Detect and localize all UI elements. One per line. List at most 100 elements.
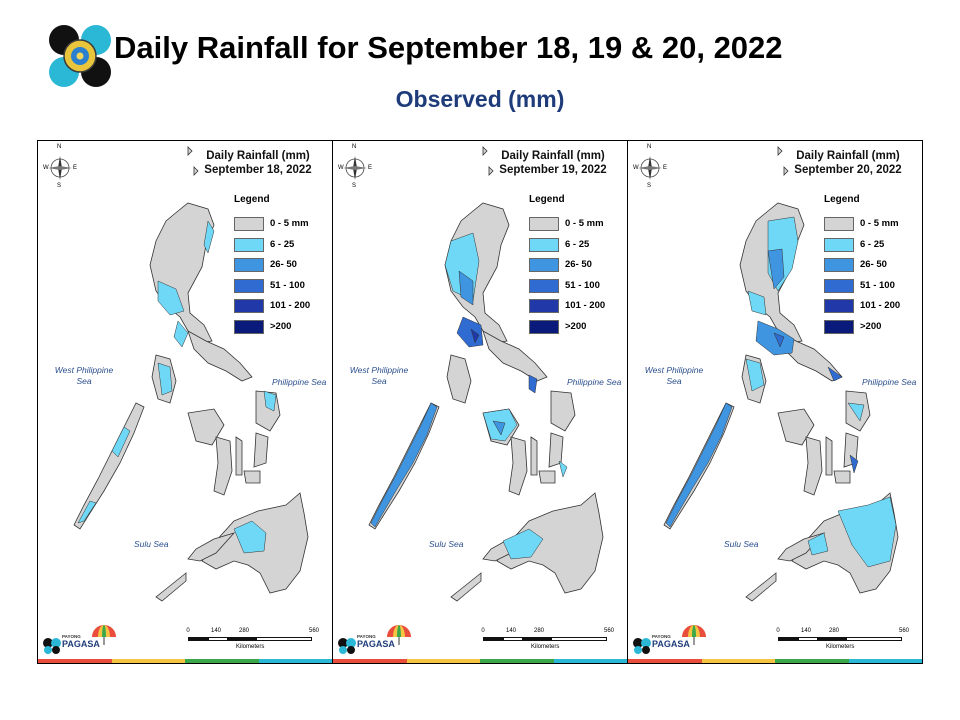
legend-swatch bbox=[824, 299, 854, 313]
scale-tick-140: 140 bbox=[800, 628, 812, 634]
rainfall-area bbox=[837, 496, 897, 568]
panay-island bbox=[777, 408, 815, 446]
west-philippine-sea-label: West Philippine Sea bbox=[644, 365, 704, 386]
panel-title: Daily Rainfall (mm) September 18, 2022 bbox=[188, 149, 328, 177]
rainfall-area bbox=[157, 362, 173, 396]
legend-label: 51 - 100 bbox=[565, 279, 600, 291]
compass-rose: N S E W bbox=[338, 144, 372, 191]
philippines-rainfall-map bbox=[73, 146, 309, 602]
legend-title: Legend bbox=[529, 194, 565, 205]
sulu-archipelago bbox=[155, 572, 187, 602]
legend-label: 0 - 5 mm bbox=[270, 218, 309, 229]
rainfall-area bbox=[773, 332, 785, 348]
cebu-island bbox=[530, 436, 538, 476]
mindoro-island bbox=[446, 354, 472, 404]
legend-label: 26- 50 bbox=[860, 259, 887, 270]
scale-unit: Kilometers bbox=[531, 644, 560, 650]
legend-label: 0 - 5 mm bbox=[565, 218, 604, 229]
rainfall-area bbox=[203, 220, 215, 254]
legend-label: 101 - 200 bbox=[860, 300, 901, 311]
rainfall-overlays bbox=[665, 216, 897, 568]
rainfall-area bbox=[370, 402, 438, 528]
page-title: Daily Rainfall for September 18, 19 & 20… bbox=[114, 30, 783, 65]
rainfall-map-panel-sep-18: N S E W Daily Rainfall (mm) September 18… bbox=[37, 140, 333, 664]
legend-swatch bbox=[234, 319, 264, 334]
sulu-sea-label: Sulu Sea bbox=[134, 539, 169, 549]
rainfall-area bbox=[77, 500, 97, 524]
philippine-sea-label: Philippine Sea bbox=[567, 377, 622, 387]
scale-bar: 0 140 280 560 Kilometers bbox=[184, 628, 324, 653]
compass-south-label: S bbox=[57, 183, 62, 189]
batanes-islands bbox=[187, 146, 199, 176]
cebu-island bbox=[825, 436, 833, 476]
legend-swatch bbox=[824, 319, 854, 334]
compass-north-label: N bbox=[57, 144, 62, 150]
color-stripe bbox=[38, 659, 332, 663]
scale-tick-560: 560 bbox=[603, 628, 615, 634]
scale-tick-280: 280 bbox=[238, 628, 250, 634]
pagasa-logo: PAYONG PAGASA bbox=[335, 621, 415, 655]
legend-swatch bbox=[824, 278, 854, 293]
color-stripe bbox=[628, 659, 922, 663]
rainfall-area bbox=[233, 520, 267, 554]
legend-swatch bbox=[234, 299, 264, 313]
rainfall-area bbox=[847, 402, 865, 422]
legend-label: 6 - 25 bbox=[860, 238, 885, 250]
bohol-island bbox=[833, 470, 851, 484]
legend-label: 0 - 5 mm bbox=[860, 218, 899, 229]
sulu-archipelago bbox=[745, 572, 777, 602]
legend-swatch bbox=[824, 237, 854, 252]
legend-swatch bbox=[824, 258, 854, 272]
legend-label: 26- 50 bbox=[270, 259, 297, 270]
rainfall-area bbox=[492, 420, 506, 436]
legend-swatch bbox=[234, 278, 264, 293]
batanes-islands bbox=[777, 146, 789, 176]
scale-unit: Kilometers bbox=[826, 644, 855, 650]
scale-tick-0: 0 bbox=[186, 628, 190, 634]
scale-unit: Kilometers bbox=[236, 644, 265, 650]
scale-bar: 0 140 280 560 Kilometers bbox=[774, 628, 914, 653]
legend-label: >200 bbox=[860, 320, 882, 332]
rainfall-map-panel-sep-19: N S E W Daily Rainfall (mm) September 19… bbox=[332, 140, 628, 664]
west-philippine-sea-label: West Philippine Sea bbox=[349, 365, 409, 386]
compass-west-label: W bbox=[633, 165, 639, 171]
scale-tick-280: 280 bbox=[828, 628, 840, 634]
compass-west-label: W bbox=[43, 165, 49, 171]
compass-south-label: S bbox=[647, 183, 652, 189]
scale-bar: 0 140 280 560 Kilometers bbox=[479, 628, 619, 653]
legend-title: Legend bbox=[234, 194, 270, 205]
compass-south-label: S bbox=[352, 183, 357, 189]
compass-rose: N S E W bbox=[633, 144, 667, 191]
rainfall-area bbox=[665, 402, 733, 528]
legend-label: 6 - 25 bbox=[270, 238, 295, 250]
panay-island bbox=[187, 408, 225, 446]
pagasa-name: PAGASA bbox=[357, 639, 395, 649]
legend-label: 51 - 100 bbox=[270, 279, 305, 291]
legend-label: 6 - 25 bbox=[565, 238, 590, 250]
philippines-rainfall-map bbox=[663, 146, 899, 602]
compass-rose: N S E W bbox=[43, 144, 77, 191]
bicol-peninsula bbox=[187, 330, 253, 382]
panel-title-label: Daily Rainfall (mm) bbox=[796, 150, 900, 162]
legend-swatch bbox=[234, 258, 264, 272]
batanes-islands bbox=[482, 146, 494, 176]
philippine-sea-label: Philippine Sea bbox=[862, 377, 917, 387]
pagasa-tagline: PAYONG bbox=[62, 634, 81, 639]
legend-swatch bbox=[529, 319, 559, 334]
legend-swatch bbox=[529, 258, 559, 272]
rainfall-area bbox=[807, 532, 829, 556]
philippines-rainfall-map bbox=[368, 146, 604, 602]
dost-logo bbox=[49, 25, 111, 87]
pagasa-logo: PAYONG PAGASA bbox=[630, 621, 710, 655]
rainfall-area bbox=[755, 320, 795, 356]
rainfall-area bbox=[173, 320, 189, 348]
scale-tick-140: 140 bbox=[505, 628, 517, 634]
rainfall-overlays bbox=[370, 232, 568, 560]
legend-title: Legend bbox=[824, 194, 860, 205]
panel-title: Daily Rainfall (mm) September 20, 2022 bbox=[778, 149, 918, 177]
sulu-sea-label: Sulu Sea bbox=[724, 539, 759, 549]
pagasa-logo: PAYONG PAGASA bbox=[40, 621, 120, 655]
negros-island bbox=[508, 436, 528, 496]
legend-label: >200 bbox=[270, 320, 292, 332]
color-stripe bbox=[333, 659, 627, 663]
